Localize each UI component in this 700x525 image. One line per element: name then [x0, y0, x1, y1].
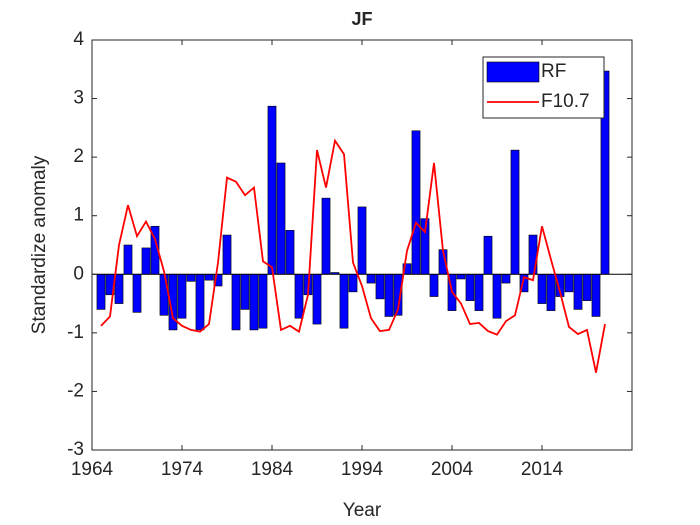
- y-axis-label: Standardize anomaly: [29, 155, 50, 334]
- bar: [240, 273, 250, 310]
- bar: [267, 105, 277, 275]
- y-tick-label: 1: [73, 205, 84, 226]
- bar: [501, 273, 511, 284]
- x-tick-label: 1974: [161, 459, 204, 480]
- x-tick-label: 2014: [521, 459, 564, 480]
- bar: [591, 273, 601, 317]
- bar: [285, 230, 295, 275]
- y-tick-label: -2: [67, 380, 84, 401]
- bar: [132, 273, 142, 313]
- y-tick-label: 4: [73, 29, 84, 50]
- bar: [429, 273, 439, 297]
- x-tick-label: 1984: [251, 459, 294, 480]
- bar: [366, 273, 376, 284]
- legend-label: RF: [541, 61, 566, 82]
- bar: [222, 234, 232, 275]
- y-tick-label: 2: [73, 146, 84, 167]
- bar: [564, 273, 574, 293]
- bar: [582, 273, 592, 301]
- bar: [195, 273, 205, 331]
- legend-swatch: [486, 61, 540, 83]
- line: [100, 138, 606, 373]
- x-tick-label: 2004: [431, 459, 474, 480]
- y-tick-label: -1: [67, 322, 84, 343]
- bar: [96, 273, 106, 310]
- bar: [321, 197, 331, 275]
- y-tick-label: 0: [73, 263, 84, 284]
- x-tick-label: 1964: [71, 459, 114, 480]
- bar: [348, 273, 358, 293]
- bar: [384, 273, 394, 317]
- bar: [375, 273, 385, 300]
- bar: [474, 273, 484, 311]
- y-tick-label: 3: [73, 88, 84, 109]
- bar: [510, 149, 520, 275]
- bar: [258, 273, 268, 329]
- y-tick-label: -3: [67, 439, 84, 460]
- bar: [114, 273, 124, 304]
- bar: [411, 130, 421, 275]
- bar: [312, 273, 322, 325]
- bar: [249, 273, 259, 331]
- bar: [123, 244, 133, 275]
- x-axis-label: Year: [343, 500, 382, 521]
- bar: [141, 247, 151, 275]
- bar: [456, 273, 466, 280]
- bar: [573, 273, 583, 310]
- legend-label: F10.7: [541, 91, 590, 112]
- bar: [231, 273, 241, 331]
- bar: [357, 206, 367, 275]
- bar: [159, 273, 169, 316]
- bar: [276, 162, 286, 275]
- bar: [186, 273, 196, 282]
- bar: [339, 273, 349, 329]
- bar: [537, 273, 547, 304]
- chart-title: JF: [351, 9, 372, 29]
- bar: [546, 273, 556, 311]
- bar: [483, 235, 493, 275]
- bar: [294, 273, 304, 319]
- bar: [177, 273, 187, 319]
- bar: [492, 273, 502, 319]
- x-tick-label: 1994: [341, 459, 384, 480]
- bar: [465, 273, 475, 301]
- bar: [204, 273, 214, 281]
